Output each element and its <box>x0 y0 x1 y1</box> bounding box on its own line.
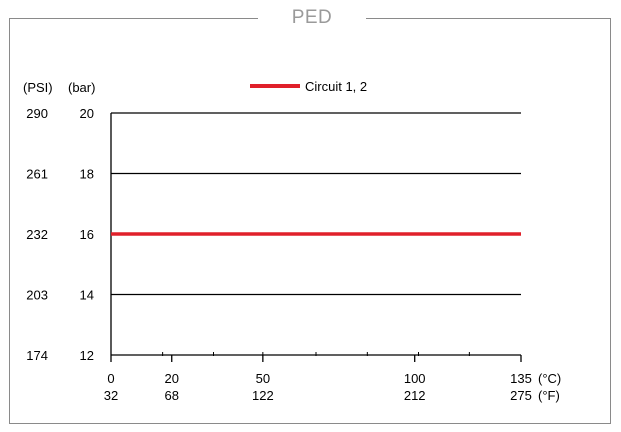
x-tick-label-fahrenheit: 32 <box>104 388 118 403</box>
y-tick-label-bar: 18 <box>80 167 94 182</box>
chart-title: PED <box>258 7 366 29</box>
x-tick-label-celsius: 100 <box>404 371 426 386</box>
legend-label-circuit-1-2: Circuit 1, 2 <box>305 79 367 94</box>
axes-layer <box>110 113 522 362</box>
y-tick-label-psi: 290 <box>26 106 48 121</box>
y-tick-label-bar: 12 <box>80 348 94 363</box>
x-axis-unit-celsius: (°C) <box>538 371 561 386</box>
y-tick-label-psi: 261 <box>26 167 48 182</box>
y-tick-label-psi: 174 <box>26 348 48 363</box>
grid-layer <box>111 112 521 296</box>
y-tick-label-psi: 232 <box>26 227 48 242</box>
y-tick-label-bar: 14 <box>80 288 94 303</box>
x-axis-unit-fahrenheit: (°F) <box>538 388 560 403</box>
y-axis-label-psi: (PSI) <box>23 80 53 95</box>
x-tick-label-fahrenheit: 275 <box>510 388 532 403</box>
legend: Circuit 1, 2 <box>250 79 367 94</box>
x-tick-label-fahrenheit: 122 <box>252 388 274 403</box>
x-tick-label-celsius: 135 <box>510 371 532 386</box>
x-tick-label-celsius: 50 <box>256 371 270 386</box>
y-tick-label-bar: 16 <box>80 227 94 242</box>
y-tick-label-psi: 203 <box>26 288 48 303</box>
x-tick-label-celsius: 0 <box>107 371 114 386</box>
y-axis-label-bar: (bar) <box>68 80 95 95</box>
y-tick-label-bar: 20 <box>80 106 94 121</box>
x-tick-label-fahrenheit: 212 <box>404 388 426 403</box>
x-tick-label-fahrenheit: 68 <box>165 388 179 403</box>
x-tick-label-celsius: 20 <box>165 371 179 386</box>
